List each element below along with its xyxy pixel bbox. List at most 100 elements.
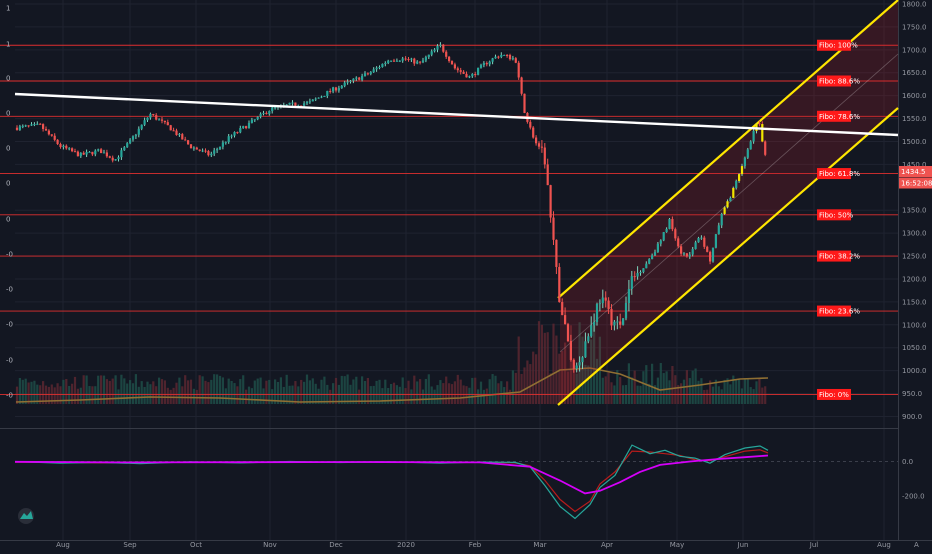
channel-drawing[interactable]: [557, 0, 899, 406]
volume-bar: [213, 374, 216, 404]
candle-body: [224, 142, 227, 144]
candle-body: [39, 123, 42, 125]
candle-body: [535, 137, 538, 144]
volume-bar: [245, 389, 248, 404]
volume-bar: [352, 379, 355, 404]
candle-body: [726, 201, 729, 208]
volume-bar: [700, 378, 703, 404]
time-tick-label: Sep: [123, 541, 137, 549]
candle-body: [732, 187, 735, 198]
volume-bar: [558, 353, 561, 404]
candle-body: [413, 58, 416, 64]
candle-body: [419, 61, 422, 63]
candle-body: [448, 56, 451, 62]
candle-body: [100, 149, 103, 154]
candle-body: [155, 115, 158, 120]
volume-bar: [511, 370, 514, 404]
candle-body: [15, 127, 19, 130]
candle-body: [184, 139, 187, 141]
volume-bar: [82, 375, 85, 404]
candle-body: [752, 130, 755, 142]
volume-bar: [442, 383, 445, 404]
volume-bar: [33, 380, 36, 404]
candle-body: [166, 122, 169, 126]
volume-bar: [192, 388, 195, 404]
volume-bar: [714, 379, 717, 404]
volume-bar: [732, 375, 735, 404]
volume-bar: [761, 387, 764, 404]
fibo-label-box: [817, 110, 851, 122]
trendline-drawing[interactable]: [14, 92, 899, 137]
candle-body: [575, 365, 578, 369]
candle-body: [253, 119, 256, 121]
volume-bar: [42, 381, 45, 404]
candle-body: [610, 308, 613, 326]
volume-bar: [187, 380, 190, 404]
candle-body: [503, 54, 506, 56]
candle-body: [500, 54, 503, 57]
volume-bar: [711, 386, 715, 404]
candle-body: [218, 146, 222, 150]
candle-body: [555, 239, 558, 267]
volume-bar: [610, 382, 613, 404]
candle-body: [126, 143, 129, 148]
candle-body: [230, 135, 233, 137]
candle-body: [149, 113, 152, 118]
volume-bar: [427, 374, 430, 404]
volume-bar: [680, 383, 683, 404]
candle-body: [462, 71, 465, 74]
volume-bar: [18, 377, 21, 404]
candle-body: [491, 58, 494, 62]
osc-tick-label: 0.0: [902, 458, 913, 466]
volume-bar: [71, 383, 74, 404]
volume-bar: [659, 363, 662, 404]
volume-bar: [717, 386, 720, 404]
candle-body: [691, 249, 694, 255]
candle-body: [105, 152, 108, 157]
volume-bar: [601, 377, 604, 404]
candle-body: [717, 225, 720, 235]
candle-body: [44, 128, 48, 131]
volume-bar: [114, 375, 117, 404]
candle-body: [163, 120, 166, 123]
candle-body: [79, 152, 82, 157]
candle-body: [511, 58, 514, 60]
volume-bar: [221, 377, 224, 404]
time-tick-label: May: [670, 541, 684, 549]
volume-bar: [143, 387, 146, 404]
channel-lower-line[interactable]: [557, 107, 899, 406]
candle-body: [703, 237, 706, 247]
volume-bar: [433, 389, 436, 404]
candle-body: [439, 44, 442, 46]
volume-bar: [204, 380, 207, 404]
volume-bar: [691, 370, 694, 404]
volume-bar: [726, 378, 729, 404]
candle-body: [375, 67, 378, 70]
volume-bar: [160, 379, 164, 404]
candle-body: [485, 63, 488, 65]
price-tick-label: 1050.0: [902, 344, 927, 352]
white-trendline[interactable]: [14, 92, 899, 137]
price-tick-label: 1350.0: [902, 207, 927, 215]
candle-body: [262, 112, 265, 114]
candle-body: [532, 127, 535, 138]
candle-body: [355, 77, 358, 79]
volume-bar: [65, 378, 68, 404]
volume-bar: [569, 325, 572, 404]
volume-bar: [53, 387, 56, 404]
candle-body: [300, 105, 303, 107]
volume-bar: [131, 383, 135, 404]
candle-body: [468, 76, 471, 78]
volume-bar: [665, 371, 668, 404]
candle-body: [659, 240, 662, 244]
auto-scale-toggle[interactable]: A: [914, 541, 919, 549]
volume-bar: [390, 383, 393, 404]
volume-bar: [740, 388, 744, 404]
volume-ma-line: [15, 367, 769, 403]
candle-body: [416, 61, 419, 64]
volume-bar: [468, 387, 471, 404]
volume-bar: [181, 386, 184, 404]
candle-body: [129, 139, 132, 144]
